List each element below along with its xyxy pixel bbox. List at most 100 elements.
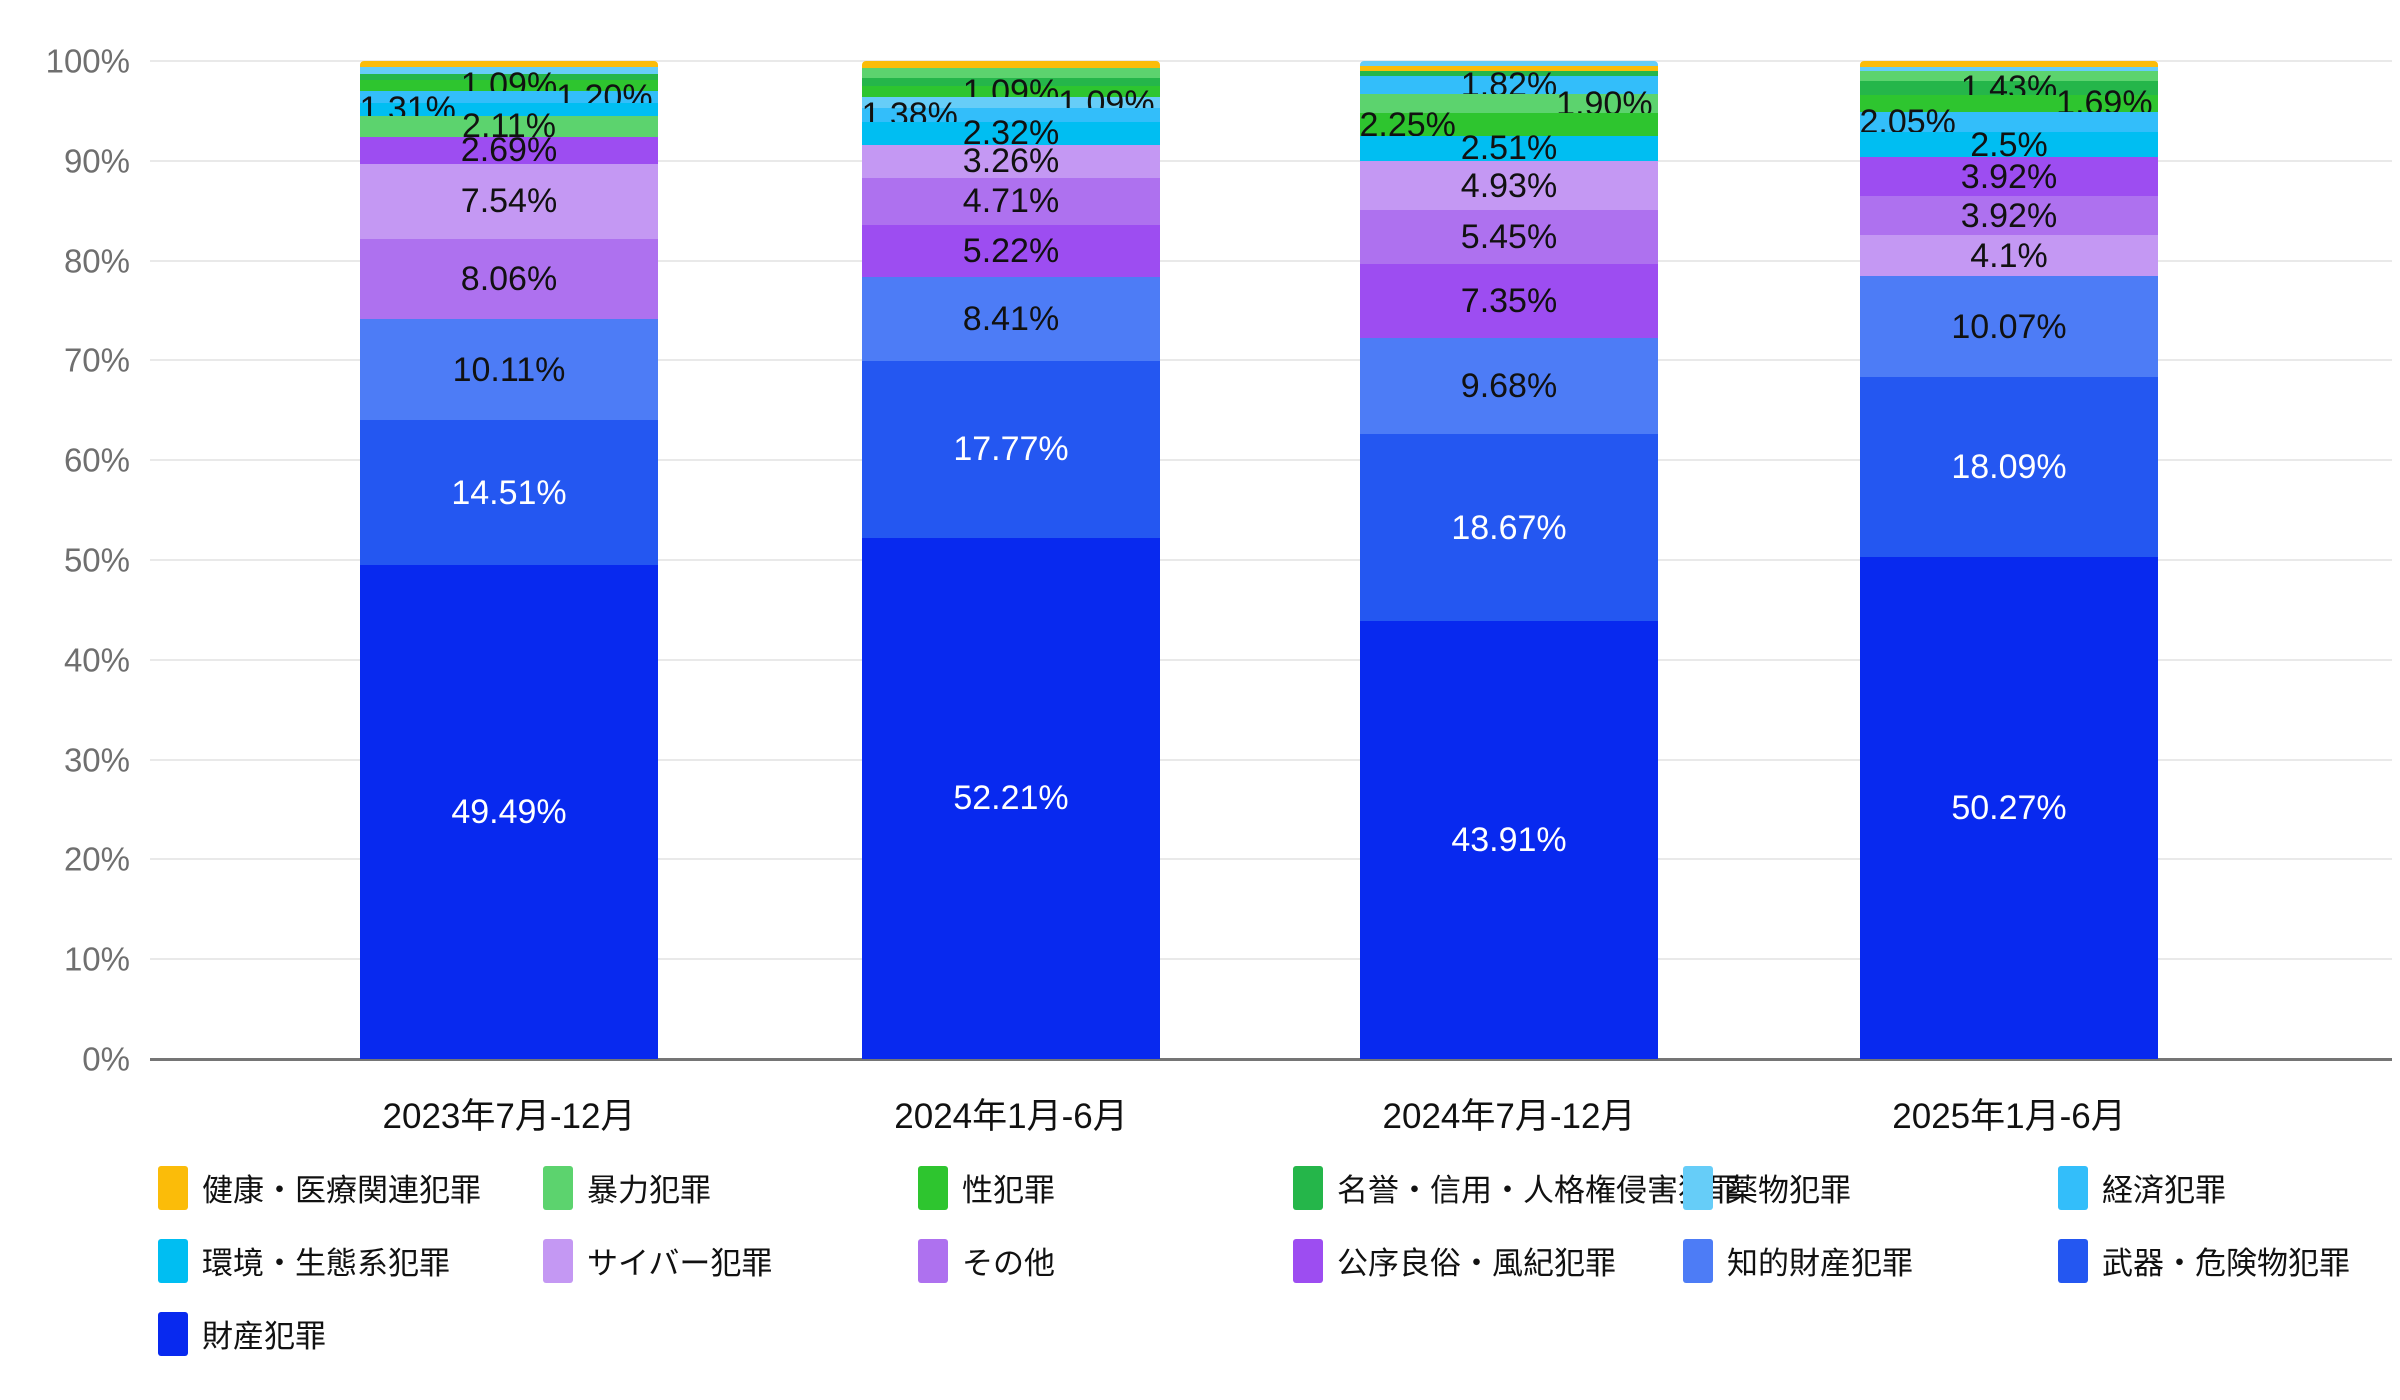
segment-暴力犯罪[interactable] — [1360, 94, 1658, 114]
legend-item-薬物犯罪[interactable]: 薬物犯罪 — [1683, 1165, 1851, 1210]
y-tick-30%: 30% — [63, 741, 130, 779]
segment-経済犯罪[interactable] — [1860, 111, 2158, 133]
segment-サイバー犯罪[interactable] — [360, 163, 658, 239]
segment-財産犯罪[interactable] — [862, 537, 1160, 1059]
segment-性犯罪[interactable] — [862, 86, 1160, 98]
segment-性犯罪[interactable] — [360, 79, 658, 91]
legend-item-サイバー犯罪[interactable]: サイバー犯罪 — [543, 1238, 772, 1283]
gridline-10 — [150, 958, 2392, 961]
gridline-40 — [150, 658, 2392, 661]
legend-label: その他 — [962, 1246, 1055, 1281]
legend-swatch-icon — [918, 1165, 948, 1210]
legend-item-経済犯罪[interactable]: 経済犯罪 — [2058, 1165, 2226, 1210]
segment-経済犯罪[interactable] — [1360, 76, 1658, 95]
gridline-100 — [150, 60, 2392, 62]
legend-swatch-icon — [1293, 1238, 1323, 1283]
segment-サイバー犯罪[interactable] — [1860, 235, 2158, 277]
segment-経済犯罪[interactable] — [862, 108, 1160, 122]
legend-item-知的財産犯罪[interactable]: 知的財産犯罪 — [1683, 1238, 1913, 1283]
segment-暴力犯罪[interactable] — [862, 68, 1160, 78]
legend-item-財産犯罪[interactable]: 財産犯罪 — [158, 1311, 326, 1356]
legend-item-名誉・信用・人格権侵害犯罪[interactable]: 名誉・信用・人格権侵害犯罪 — [1293, 1165, 1740, 1210]
segment-公序良俗・風紀犯罪[interactable] — [360, 136, 658, 164]
legend-item-その他[interactable]: その他 — [918, 1238, 1055, 1283]
segment-公序良俗・風紀犯罪[interactable] — [1860, 157, 2158, 197]
legend-label: 環境・生態系犯罪 — [202, 1246, 450, 1281]
segment-環境・生態系犯罪[interactable] — [1360, 135, 1658, 161]
legend-item-環境・生態系犯罪[interactable]: 環境・生態系犯罪 — [158, 1238, 450, 1283]
segment-公序良俗・風紀犯罪[interactable] — [862, 224, 1160, 277]
legend-item-性犯罪[interactable]: 性犯罪 — [918, 1165, 1055, 1210]
segment-その他[interactable] — [1360, 210, 1658, 265]
legend-label: 名誉・信用・人格権侵害犯罪 — [1337, 1173, 1740, 1208]
segment-経済犯罪[interactable] — [360, 90, 658, 103]
legend-swatch-icon — [543, 1238, 573, 1283]
segment-性犯罪[interactable] — [1360, 113, 1658, 136]
y-tick-20%: 20% — [63, 840, 130, 878]
gridline-30 — [150, 758, 2392, 761]
legend-item-健康・医療関連犯罪[interactable]: 健康・医療関連犯罪 — [158, 1165, 481, 1210]
segment-公序良俗・風紀犯罪[interactable] — [1360, 264, 1658, 338]
gridline-70 — [150, 359, 2392, 362]
y-tick-90%: 90% — [63, 142, 130, 180]
segment-知的財産犯罪[interactable] — [1860, 276, 2158, 377]
legend-swatch-icon — [543, 1165, 573, 1210]
y-tick-10%: 10% — [63, 940, 130, 978]
segment-サイバー犯罪[interactable] — [862, 145, 1160, 178]
y-tick-100%: 100% — [45, 42, 130, 80]
segment-武器・危険物犯罪[interactable] — [862, 360, 1160, 538]
stacked-bar-2024年7月-12月: 1.82% 1.90% 2.25% 2.51% 4.93% 5.45% 7.35% 9.68%… — [1359, 61, 1658, 1059]
segment-武器・危険物犯罪[interactable] — [1360, 434, 1658, 621]
segment-健康・医療関連犯罪[interactable] — [1360, 65, 1658, 71]
segment-環境・生態系犯罪[interactable] — [1860, 132, 2158, 158]
segment-環境・生態系犯罪[interactable] — [862, 121, 1160, 146]
segment-知的財産犯罪[interactable] — [360, 319, 658, 421]
segment-暴力犯罪[interactable] — [1860, 71, 2158, 81]
legend-label: サイバー犯罪 — [587, 1246, 773, 1281]
segment-その他[interactable] — [1860, 196, 2158, 236]
legend-swatch-icon — [1683, 1238, 1713, 1283]
segment-サイバー犯罪[interactable] — [1360, 160, 1658, 211]
legend-swatch-icon — [158, 1311, 188, 1356]
segment-健康・医療関連犯罪[interactable] — [360, 61, 658, 67]
segment-武器・危険物犯罪[interactable] — [360, 420, 658, 566]
segment-その他[interactable] — [360, 238, 658, 320]
segment-環境・生態系犯罪[interactable] — [360, 102, 658, 116]
segment-名誉・信用・人格権侵害犯罪[interactable] — [1360, 70, 1658, 77]
segment-性犯罪[interactable] — [1860, 94, 2158, 112]
segment-名誉・信用・人格権侵害犯罪[interactable] — [360, 74, 658, 80]
stacked-bar-2025年1月-6月: 1.43% 1.69% 2.05% 2.5% 3.92% 3.92% 4.1% 10.07% 1… — [1859, 61, 2158, 1059]
legend-label: 知的財産犯罪 — [1727, 1246, 1913, 1281]
legend-item-武器・危険物犯罪[interactable]: 武器・危険物犯罪 — [2058, 1238, 2350, 1283]
segment-暴力犯罪[interactable] — [360, 115, 658, 137]
segment-財産犯罪[interactable] — [1360, 620, 1658, 1059]
segment-名誉・信用・人格権侵害犯罪[interactable] — [862, 77, 1160, 87]
segment-薬物犯罪[interactable] — [862, 97, 1160, 109]
gridline-60 — [150, 459, 2392, 462]
segment-財産犯罪[interactable] — [1860, 557, 2158, 1059]
segment-財産犯罪[interactable] — [360, 565, 658, 1059]
x-category-label: 2024年7月-12月 — [1382, 1097, 1636, 1136]
segment-薬物犯罪[interactable] — [1860, 66, 2158, 72]
segment-知的財産犯罪[interactable] — [1360, 337, 1658, 435]
segment-健康・医療関連犯罪[interactable] — [1860, 61, 2158, 67]
legend-label: 薬物犯罪 — [1727, 1173, 1851, 1208]
segment-名誉・信用・人格権侵害犯罪[interactable] — [1860, 80, 2158, 95]
segment-薬物犯罪[interactable] — [360, 66, 658, 75]
legend-swatch-icon — [1293, 1165, 1323, 1210]
legend-swatch-icon — [1683, 1165, 1713, 1210]
legend-label: 武器・危険物犯罪 — [2102, 1246, 2350, 1281]
gridline-80 — [150, 259, 2392, 262]
legend-item-公序良俗・風紀犯罪[interactable]: 公序良俗・風紀犯罪 — [1293, 1238, 1616, 1283]
segment-武器・危険物犯罪[interactable] — [1860, 376, 2158, 558]
segment-知的財産犯罪[interactable] — [862, 276, 1160, 361]
stacked-bar-2024年1月-6月: 1.09% 1.09% 1.38% 2.32% 3.26% 4.71% 5.22% 8.41%… — [861, 61, 1160, 1059]
y-tick-0%: 0% — [82, 1040, 130, 1078]
segment-薬物犯罪[interactable] — [1360, 61, 1658, 66]
legend-item-暴力犯罪[interactable]: 暴力犯罪 — [543, 1165, 711, 1210]
legend-label: 暴力犯罪 — [587, 1173, 711, 1208]
segment-健康・医療関連犯罪[interactable] — [862, 61, 1160, 69]
segment-その他[interactable] — [862, 177, 1160, 225]
legend-swatch-icon — [2058, 1165, 2088, 1210]
